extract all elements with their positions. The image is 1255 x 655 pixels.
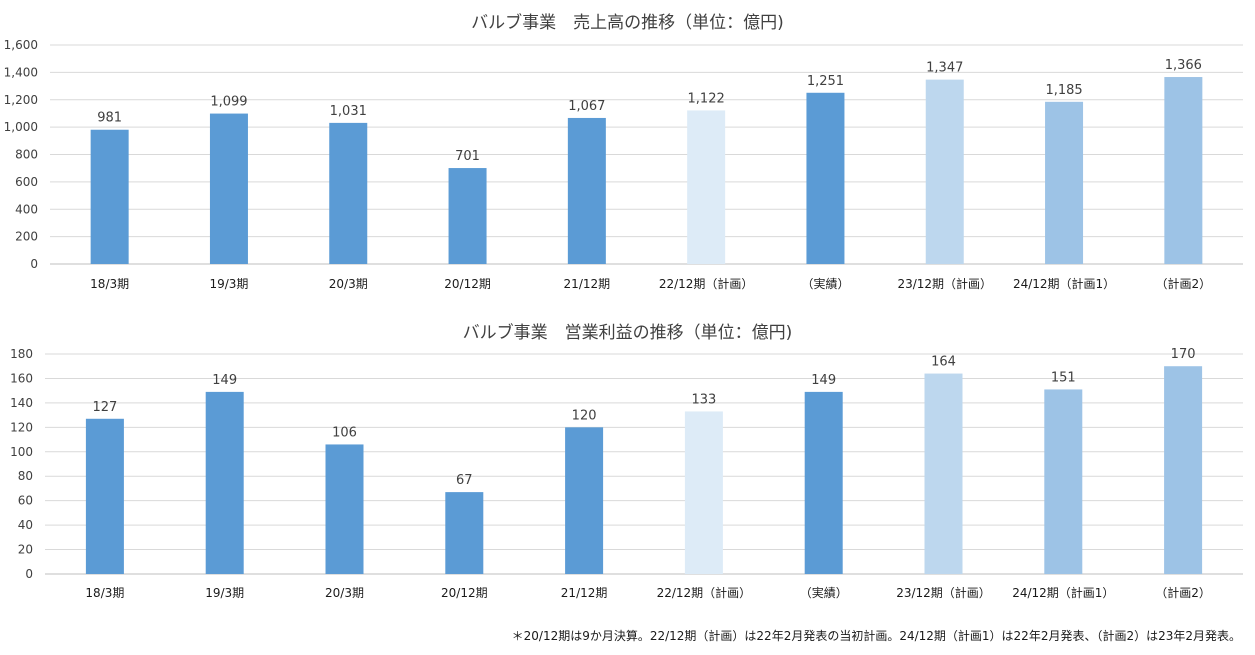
sales-data-label: 1,067 [568, 99, 605, 114]
profit-y-tick-label: 120 [10, 420, 33, 434]
sales-data-label: 1,099 [210, 95, 247, 110]
profit-y-tick-label: 140 [10, 396, 33, 410]
sales-category-label: 21/12期 [564, 277, 611, 291]
sales-y-tick-label: 0 [30, 257, 38, 271]
profit-category-label: 22/12期（計画） [657, 585, 752, 600]
profit-data-label: 149 [212, 373, 237, 388]
profit-bar [565, 427, 604, 574]
sales-bar [90, 129, 129, 264]
sales-category-label: （実績） [801, 276, 849, 291]
profit-data-label: 170 [1171, 347, 1196, 362]
sales-y-tick-label: 1,000 [4, 120, 38, 134]
footnote: ＊20/12期は9か月決算。22/12期（計画）は22年2月発表の当初計画。24… [511, 629, 1241, 643]
profit-category-label: 24/12期（計画1） [1012, 585, 1114, 600]
profit-data-label: 151 [1051, 370, 1076, 385]
sales-bar [687, 110, 726, 265]
sales-bar [925, 79, 964, 265]
profit-data-label: 67 [456, 473, 473, 488]
sales-bar [329, 122, 368, 265]
profit-category-label: 20/3期 [325, 586, 364, 600]
profit-data-label: 127 [92, 400, 117, 415]
profit-data-label: 149 [811, 373, 836, 388]
sales-y-tick-label: 1,400 [4, 65, 38, 79]
profit-bar [85, 418, 124, 574]
sales-category-label: 24/12期（計画1） [1013, 276, 1115, 291]
chart-title-operating-profit: バルブ事業 営業利益の推移（単位：億円) [462, 323, 793, 343]
sales-data-label: 981 [97, 111, 122, 126]
sales-y-tick-label: 400 [15, 202, 38, 216]
profit-y-tick-label: 60 [18, 494, 33, 508]
profit-bar [924, 373, 963, 574]
profit-bar [445, 492, 484, 574]
profit-y-tick-label: 160 [10, 371, 33, 385]
sales-y-tick-label: 1,200 [4, 93, 38, 107]
profit-bar [804, 391, 843, 574]
sales-y-tick-label: 1,600 [4, 38, 38, 52]
profit-y-tick-label: 40 [18, 518, 33, 532]
profit-data-label: 164 [931, 355, 956, 370]
profit-bar [325, 444, 364, 574]
profit-category-label: （計画2） [1155, 585, 1211, 600]
profit-y-tick-label: 20 [18, 543, 33, 557]
profit-bar [205, 391, 244, 574]
sales-category-label: 18/3期 [90, 277, 129, 291]
sales-bar [209, 113, 248, 264]
sales-category-label: （計画2） [1156, 276, 1212, 291]
profit-category-label: （実績） [800, 585, 848, 600]
sales-data-label: 1,185 [1045, 83, 1082, 98]
profit-y-tick-label: 180 [10, 347, 33, 361]
profit-category-label: 19/3期 [205, 586, 244, 600]
sales-y-tick-label: 200 [15, 230, 38, 244]
sales-category-label: 23/12期（計画） [897, 276, 992, 291]
profit-category-label: 18/3期 [85, 586, 124, 600]
sales-data-label: 1,251 [807, 74, 844, 89]
sales-bar [806, 92, 845, 264]
profit-category-label: 20/12期 [441, 586, 488, 600]
sales-category-label: 19/3期 [209, 277, 248, 291]
sales-bar [1164, 77, 1203, 264]
sales-data-label: 1,366 [1165, 58, 1202, 73]
sales-data-label: 1,347 [926, 61, 963, 76]
profit-data-label: 120 [572, 408, 597, 423]
sales-y-tick-label: 600 [15, 175, 38, 189]
sales-data-label: 1,031 [330, 104, 367, 119]
profit-data-label: 133 [691, 392, 716, 407]
profit-y-tick-label: 0 [25, 567, 33, 581]
profit-y-tick-label: 80 [18, 469, 33, 483]
profit-y-tick-label: 100 [10, 445, 33, 459]
chart-title-sales: バルブ事業 売上高の推移（単位：億円) [471, 13, 784, 33]
sales-bar [448, 168, 487, 264]
profit-bar [1044, 389, 1083, 574]
sales-y-tick-label: 800 [15, 148, 38, 162]
profit-category-label: 21/12期 [561, 586, 608, 600]
profit-data-label: 106 [332, 425, 357, 440]
profit-bar [684, 411, 723, 574]
sales-data-label: 1,122 [688, 91, 725, 106]
sales-category-label: 22/12期（計画） [659, 276, 754, 291]
sales-bar [1045, 101, 1084, 264]
profit-category-label: 23/12期（計画） [896, 585, 991, 600]
sales-bar [567, 117, 606, 264]
profit-bar [1164, 366, 1203, 574]
sales-category-label: 20/3期 [329, 277, 368, 291]
sales-category-label: 20/12期 [444, 277, 491, 291]
sales-data-label: 701 [455, 149, 480, 164]
